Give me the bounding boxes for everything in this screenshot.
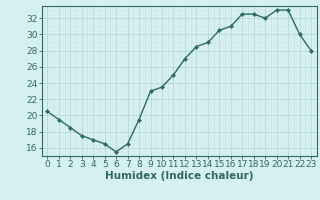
X-axis label: Humidex (Indice chaleur): Humidex (Indice chaleur) (105, 171, 253, 181)
